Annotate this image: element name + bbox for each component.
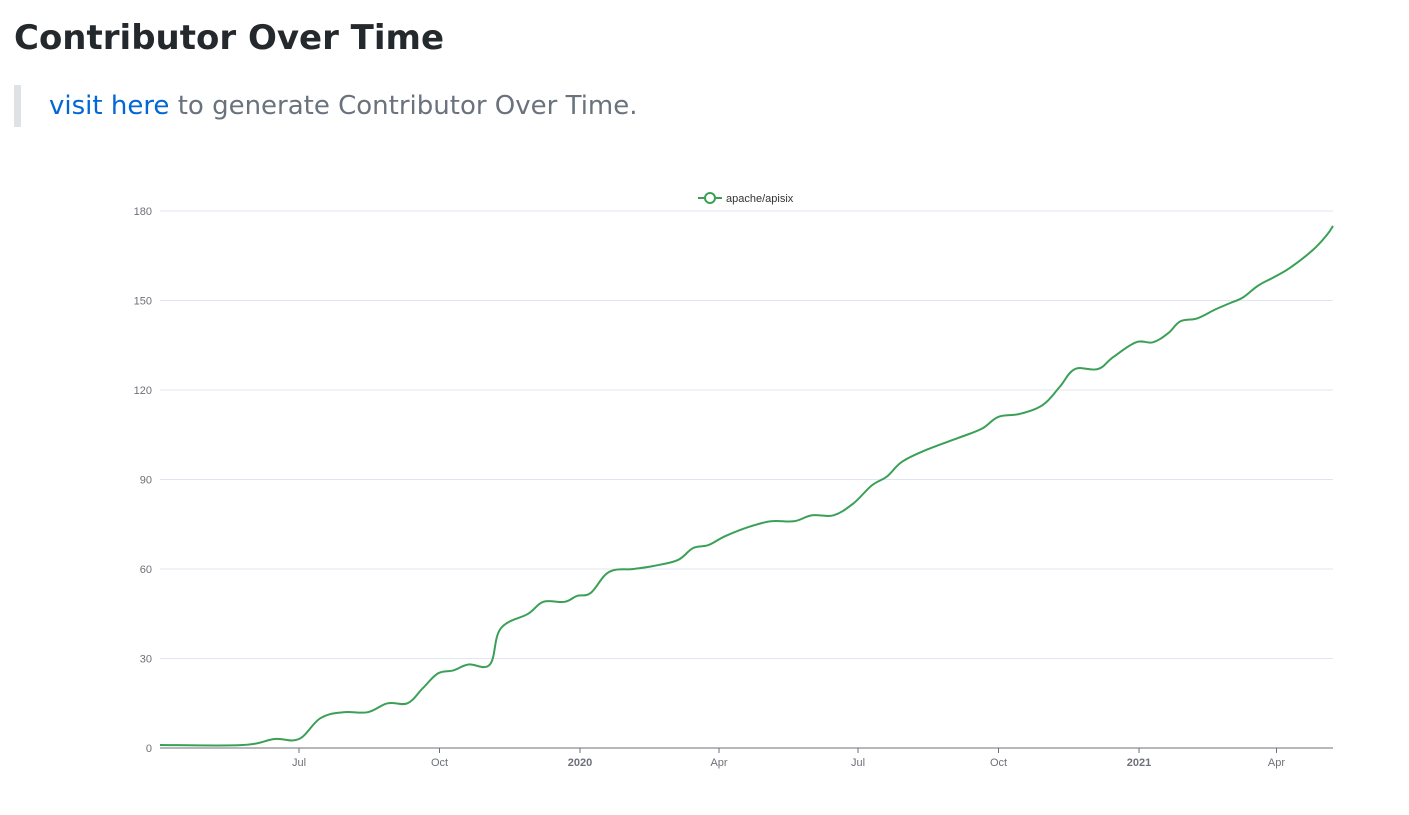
x-axis: Jul Oct 2020 Apr Jul Oct 2021 Apr [160, 747, 1333, 769]
y-tick-label: 0 [146, 743, 152, 755]
y-tick-label: 120 [134, 385, 152, 397]
note-rest-text: to generate Contributor Over Time. [169, 91, 638, 121]
legend[interactable]: apache/apisix [698, 192, 794, 205]
x-tick-label: Apr [1268, 757, 1285, 769]
x-tick-label: Jul [851, 757, 865, 769]
blockquote-text: visit here to generate Contributor Over … [49, 89, 638, 123]
y-tick-label: 30 [140, 654, 152, 666]
y-tick-label: 150 [134, 296, 152, 308]
x-tick-label: Oct [990, 757, 1007, 769]
page-title: Contributor Over Time [14, 18, 445, 58]
y-tick-label: 60 [140, 564, 152, 576]
visit-here-link[interactable]: visit here [49, 91, 170, 121]
legend-label: apache/apisix [726, 193, 794, 205]
series-layer [159, 225, 1334, 747]
y-axis: 0 30 60 90 120 150 180 [134, 206, 152, 755]
y-tick-label: 90 [140, 475, 152, 487]
contributor-line-chart: 0 30 60 90 120 150 180 Jul Oct 2020 Apr Jul Oct 2021… [134, 192, 1334, 769]
x-tick-label: Jul [292, 757, 306, 769]
blockquote-bar [14, 85, 21, 127]
x-tick-label: Oct [431, 757, 448, 769]
y-tick-label: 180 [134, 206, 152, 218]
blockquote-note: visit here to generate Contributor Over … [14, 85, 914, 127]
x-tick-label: 2020 [568, 757, 592, 769]
x-tick-label: Apr [710, 757, 727, 769]
grid-lines [160, 210, 1333, 659]
series-line [159, 225, 1334, 747]
legend-marker-icon [704, 192, 716, 204]
x-tick-label: 2021 [1127, 757, 1151, 769]
